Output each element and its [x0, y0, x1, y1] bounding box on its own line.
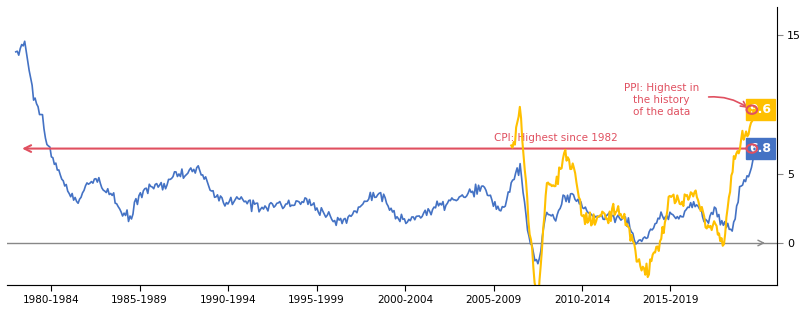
Text: 6.8: 6.8	[750, 142, 772, 155]
Text: 9.6: 9.6	[750, 103, 772, 116]
Text: PPI: Highest in
the history
of the data: PPI: Highest in the history of the data	[624, 83, 699, 116]
Text: CPI: Highest since 1982: CPI: Highest since 1982	[494, 133, 617, 143]
